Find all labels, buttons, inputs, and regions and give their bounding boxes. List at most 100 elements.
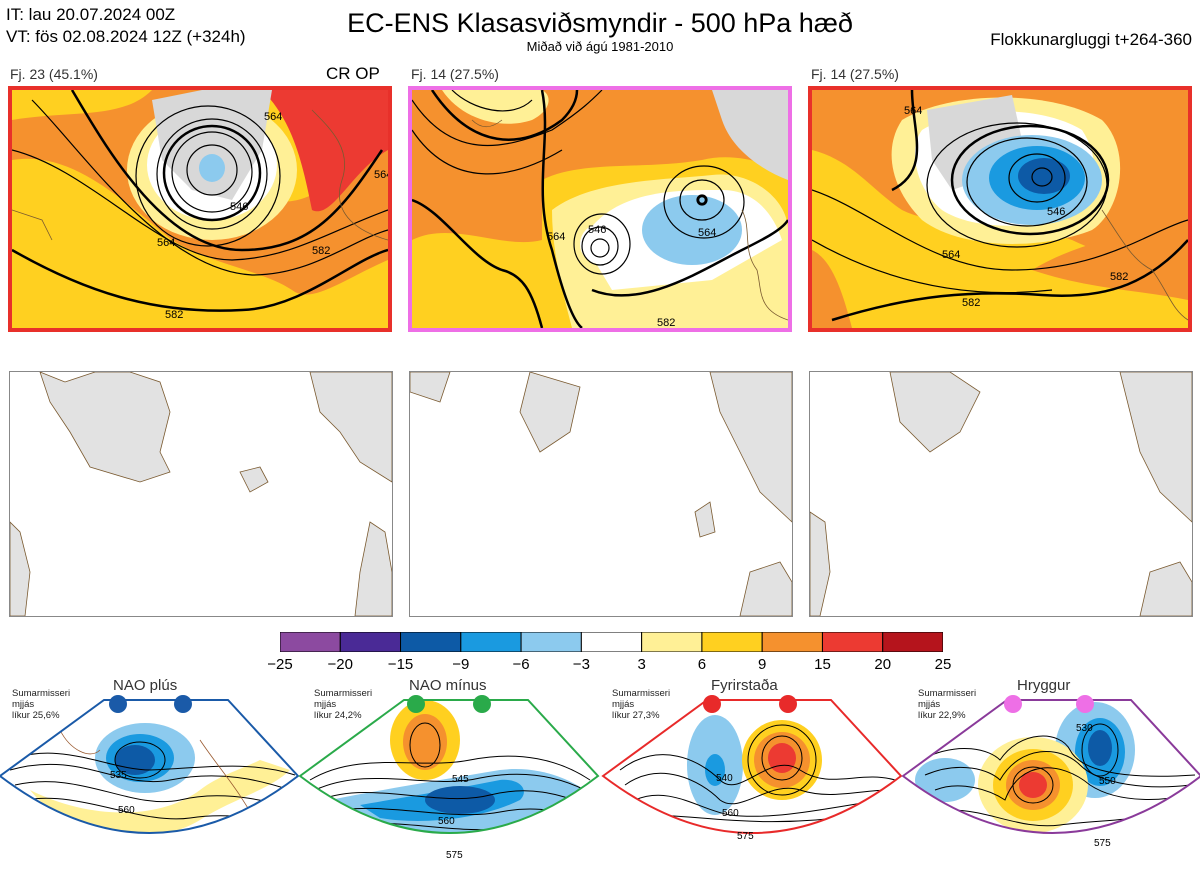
colorbar-tick-label: −6 xyxy=(512,656,530,673)
empty-map-3 xyxy=(809,371,1193,617)
map1-contour-label-2: 546 xyxy=(230,201,248,213)
panel-2-label: Fj. 14 (27.5%) xyxy=(411,66,499,82)
regime-2-note-line-1: Sumarmisseri xyxy=(314,688,373,699)
regime-1-marker-left xyxy=(109,695,127,713)
cluster-map-1: 564 546 564 582 582 564 xyxy=(8,86,392,332)
panel-1-label: Fj. 23 (45.1%) xyxy=(10,66,98,82)
regime-2-marker-left xyxy=(407,695,425,713)
empty-map-1-graphic xyxy=(10,372,392,616)
map2-contour-label-2: 564 xyxy=(698,227,716,239)
cluster-map-2-graphic: 546 564 564 582 xyxy=(412,90,788,328)
cluster-map-3-graphic: 564 546 564 582 582 xyxy=(812,90,1188,328)
colorbar-tick-label: 20 xyxy=(874,656,892,673)
map1-contour-label-6: 564 xyxy=(374,169,388,181)
regime-3-name: Fyrirstaða xyxy=(711,677,778,694)
regime-1-contour-label-1: 535 xyxy=(110,770,127,781)
colorbar-tick-label: 9 xyxy=(758,656,767,673)
regime-4-name: Hryggur xyxy=(1017,677,1071,694)
regime-3-fan-outline xyxy=(601,699,903,834)
colorbar-tick-label: 15 xyxy=(814,656,831,673)
regime-4-note: Sumarmisseri mjjás líkur 22,9% xyxy=(918,688,976,721)
colorbar-swatch xyxy=(641,631,703,653)
map1-contour-label-3: 564 xyxy=(157,237,175,249)
regime-fans: 535 560 545 560 575 xyxy=(0,695,1200,861)
colorbar-tick-label: 25 xyxy=(934,656,952,673)
map3-contour-label-5: 582 xyxy=(1110,271,1128,283)
valid-time: VT: fös 02.08.2024 12Z (+324h) xyxy=(6,27,246,46)
map2-contour-label-4: 582 xyxy=(657,317,675,328)
regime-2-marker-right xyxy=(473,695,491,713)
regime-4-contour-label-1: 530 xyxy=(1076,723,1093,734)
classification-window: Flokkunargluggi t+264-360 xyxy=(990,30,1192,49)
colorbar-swatch xyxy=(701,631,763,653)
map2-contour-label-1: 546 xyxy=(588,224,606,236)
regime-1-note-line-3: líkur 25,6% xyxy=(12,710,60,721)
map3-contour-label-2: 546 xyxy=(1047,206,1065,218)
colorbar xyxy=(279,631,944,653)
regime-4-note-line-3: líkur 22,9% xyxy=(918,710,966,721)
regime-1-note: Sumarmisseri mjjás líkur 25,6% xyxy=(12,688,70,721)
regime-2-contour-label-2: 560 xyxy=(438,816,455,827)
colorbar-tick-label: −15 xyxy=(387,656,414,673)
regime-1-note-line-1: Sumarmisseri xyxy=(12,688,71,699)
map2-contour-label-3: 564 xyxy=(547,231,565,243)
page-title: EC-ENS Klasasviðsmyndir - 500 hPa hæð xyxy=(347,8,853,38)
header-times: IT: lau 20.07.2024 00Z VT: fös 02.08.202… xyxy=(6,4,246,48)
regime-4-note-line-1: Sumarmisseri xyxy=(918,688,977,699)
cluster-map-2: 546 564 564 582 xyxy=(408,86,792,332)
regime-2-note: Sumarmisseri mjjás líkur 24,2% xyxy=(314,688,372,721)
regime-1-fan-outline xyxy=(0,699,300,834)
regime-1-contour-label-2: 560 xyxy=(118,805,135,816)
regime-2-contour-label-3: 575 xyxy=(446,850,463,861)
regime-3-note-line-1: Sumarmisseri xyxy=(612,688,671,699)
empty-map-3-graphic xyxy=(810,372,1192,616)
colorbar-swatch xyxy=(761,631,823,653)
regime-4-note-line-2: mjjás xyxy=(918,699,941,710)
regime-3-marker-left xyxy=(703,695,721,713)
regime-2-note-line-2: mjjás xyxy=(314,699,337,710)
map3-contour-label-3: 564 xyxy=(942,249,960,261)
colorbar-tick-label: 3 xyxy=(637,656,646,673)
colorbar-swatch xyxy=(400,631,462,653)
colorbar-tick-label: −3 xyxy=(572,656,590,673)
panel-3-label: Fj. 14 (27.5%) xyxy=(811,66,899,82)
regime-3-contour-label-3: 575 xyxy=(737,831,754,842)
colorbar-tick-label: 6 xyxy=(697,656,707,673)
colorbar-tick-label: −25 xyxy=(267,656,293,673)
colorbar-swatch xyxy=(580,631,643,653)
empty-map-2 xyxy=(409,371,793,617)
regime-4-marker-left xyxy=(1004,695,1022,713)
map1-contour-label-1: 564 xyxy=(264,111,282,123)
colorbar-swatch xyxy=(279,631,341,653)
regime-3-contour-label-2: 560 xyxy=(722,808,739,819)
regime-3-note-line-3: líkur 27,3% xyxy=(612,710,660,721)
init-time: IT: lau 20.07.2024 00Z xyxy=(6,5,176,24)
regime-2-note-line-3: líkur 24,2% xyxy=(314,710,362,721)
regime-3-marker-right xyxy=(779,695,797,713)
regime-2-name: NAO mínus xyxy=(409,677,487,694)
regime-4-marker-right xyxy=(1076,695,1094,713)
colorbar-tick-label: −20 xyxy=(327,656,353,673)
map1-contour-label-5: 582 xyxy=(165,309,183,321)
regime-2-fan-outline xyxy=(298,699,600,834)
colorbar-swatch xyxy=(460,631,522,653)
regime-4-contour-label-2: 550 xyxy=(1099,776,1116,787)
regime-3-note-line-2: mjjás xyxy=(612,699,635,710)
empty-map-1 xyxy=(9,371,393,617)
panel-1-op-badge: CR OP xyxy=(326,64,380,83)
map1-contour-label-4: 582 xyxy=(312,245,330,257)
cluster-map-1-graphic: 564 546 564 582 582 564 xyxy=(12,90,388,328)
map3-contour-label-4: 582 xyxy=(962,297,980,309)
regime-1-name: NAO plús xyxy=(113,677,178,694)
colorbar-swatch xyxy=(339,631,402,653)
map3-contour-label-1: 564 xyxy=(904,105,922,117)
cluster-map-3: 564 546 564 582 582 xyxy=(808,86,1192,332)
colorbar-swatch xyxy=(882,631,944,653)
regime-4-contour-label-3: 575 xyxy=(1094,838,1111,849)
regime-3-contour-label-1: 540 xyxy=(716,773,733,784)
regime-3-note: Sumarmisseri mjjás líkur 27,3% xyxy=(612,688,670,721)
colorbar-swatches xyxy=(279,631,944,653)
colorbar-tick-label: −9 xyxy=(452,656,470,673)
page-subtitle: Miðað við ágú 1981-2010 xyxy=(526,39,674,54)
regime-2-contour-label-1: 545 xyxy=(452,774,469,785)
